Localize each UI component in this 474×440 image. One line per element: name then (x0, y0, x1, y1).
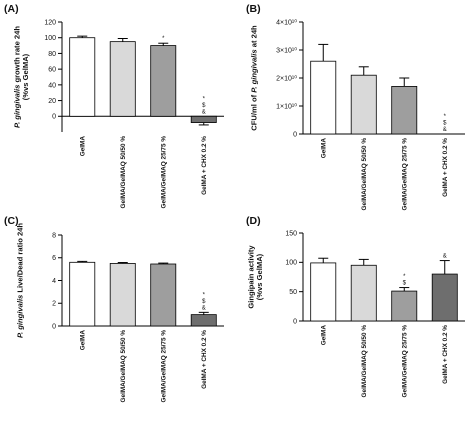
x-tick-label: GelMA/GelMAQ 25/75 % (160, 136, 167, 209)
panel-label: (B) (246, 3, 261, 15)
significance-mark: $ (202, 299, 206, 305)
panel-label: (D) (246, 215, 261, 227)
y-tick-label: 0 (52, 323, 56, 330)
significance-mark: * (162, 36, 165, 42)
x-tick-label: GelMA (79, 330, 86, 351)
panel-a: (A) P. gingivalis growth rate 24h(%vs Gel… (4, 3, 224, 208)
y-tick-label: 80 (48, 51, 56, 58)
significance-mark: * (444, 114, 447, 120)
significance-mark: $ (403, 281, 407, 287)
bar (190, 115, 217, 123)
y-tick-label: 6 (52, 255, 56, 262)
y-axis-title: P. gingivalis Live/Dead ratio 24h (16, 223, 25, 338)
y-tick-label: 4 (52, 278, 56, 285)
x-tick-label: GelMA (320, 138, 327, 159)
y-axis-title: CFU/ml of P. gingivalis at 24h (250, 25, 259, 131)
y-axis-title-species: P. gingivalis (12, 85, 21, 128)
bar (150, 45, 177, 117)
y-tick-label: 0 (293, 318, 297, 325)
bar (431, 273, 458, 322)
y-tick-label: 120 (44, 19, 56, 26)
bar (109, 41, 136, 117)
y-axis-title-species: P. gingivalis (250, 49, 259, 92)
panel-label: (C) (4, 215, 19, 227)
y-tick-label: 60 (48, 67, 56, 74)
significance-mark: & (202, 305, 206, 311)
y-axis-title-line: Gingipain activity (246, 245, 255, 309)
y-tick-label: 50 (289, 289, 297, 296)
y-tick-label: 20 (48, 98, 56, 105)
x-tick-label: GelMA/GelMAQ 25/75 % (401, 138, 408, 211)
y-axis-title-part: at 24h (250, 25, 259, 49)
y-tick-label: 150 (285, 230, 297, 237)
x-tick-label: GelMA/GelMAQ 50/50 % (361, 325, 368, 398)
significance-mark: $ (443, 121, 447, 127)
bar (310, 262, 337, 322)
x-tick-label: GelMA (320, 325, 327, 346)
panel-d: (D) Gingipain activity(%vs GelMA) 0 50 100 15… (246, 215, 465, 397)
bar (109, 263, 136, 327)
y-axis-title-part: CFU/ml of (250, 93, 259, 131)
significance-mark: * (203, 292, 206, 298)
y-tick-label: 40 (48, 82, 56, 89)
x-tick-label: GelMA + CHX 0.2 % (201, 330, 208, 389)
significance-mark: * (203, 96, 206, 102)
bar (350, 264, 377, 322)
significance-mark: & (443, 254, 447, 260)
bar (69, 261, 96, 327)
y-axis-title-line: P. gingivalis Live/Dead ratio 24h (16, 223, 25, 338)
x-tick-label: GelMA/GelMAQ 25/75 % (160, 330, 167, 403)
y-axis-title-line: (%vs GelMA) (255, 253, 264, 300)
bar (391, 290, 418, 322)
y-tick-label: 8 (52, 232, 56, 239)
bar (190, 314, 217, 327)
significance-mark: $ (202, 103, 206, 109)
x-tick-label: GelMA/GelMAQ 50/50 % (120, 330, 127, 403)
x-tick-label: GelMA/GelMAQ 25/75 % (401, 325, 408, 398)
bar (150, 263, 177, 327)
y-axis-title-line: P. gingivalis growth rate 24h (12, 26, 21, 128)
x-tick-label: GelMA/GelMAQ 50/50 % (361, 138, 368, 211)
y-tick-label: 2 (52, 301, 56, 308)
y-tick-label: 0 (52, 114, 56, 121)
y-tick-label: 100 (44, 35, 56, 42)
y-tick-label: 100 (285, 260, 297, 267)
y-axis-title-line: CFU/ml of P. gingivalis at 24h (250, 25, 259, 131)
y-tick-label: 4×10¹⁰ (276, 18, 297, 26)
bar (310, 60, 337, 135)
bar (69, 37, 96, 117)
y-axis-title: Gingipain activity(%vs GelMA) (246, 245, 264, 309)
bar (391, 86, 418, 135)
panel-c: (C)P. gingivalis Live/Dead ratio 24h0246… (4, 215, 224, 402)
y-axis-title-part: Live/Dead ratio 24h (16, 223, 25, 295)
y-tick-label: 1×10¹⁰ (276, 102, 297, 110)
significance-mark: & (202, 109, 206, 115)
x-tick-label: GelMA + CHX 0.2 % (201, 136, 208, 195)
x-tick-label: GelMA + CHX 0.2 % (442, 138, 449, 197)
y-tick-label: 0 (293, 131, 297, 138)
panel-label: (A) (4, 3, 19, 15)
y-tick-label: 3×10¹⁰ (276, 46, 297, 54)
y-axis-title: P. gingivalis growth rate 24h(%vs GelMA) (12, 26, 30, 128)
panel-b: (B) CFU/ml of P. gingivalis at 24h 0 1×10¹⁰… (246, 3, 465, 210)
bar (350, 74, 377, 135)
y-axis-title-line: (%vs GelMA) (21, 53, 30, 100)
significance-mark: & (443, 127, 447, 133)
y-tick-label: 2×10¹⁰ (276, 74, 297, 82)
x-tick-label: GelMA/GelMAQ 50/50 % (120, 136, 127, 209)
y-axis-title-part: growth rate 24h (12, 26, 21, 85)
x-tick-label: GelMA (79, 136, 86, 157)
x-tick-label: GelMA + CHX 0.2 % (442, 325, 449, 384)
y-axis-title-species: P. gingivalis (16, 295, 25, 338)
significance-mark: * (403, 274, 406, 280)
